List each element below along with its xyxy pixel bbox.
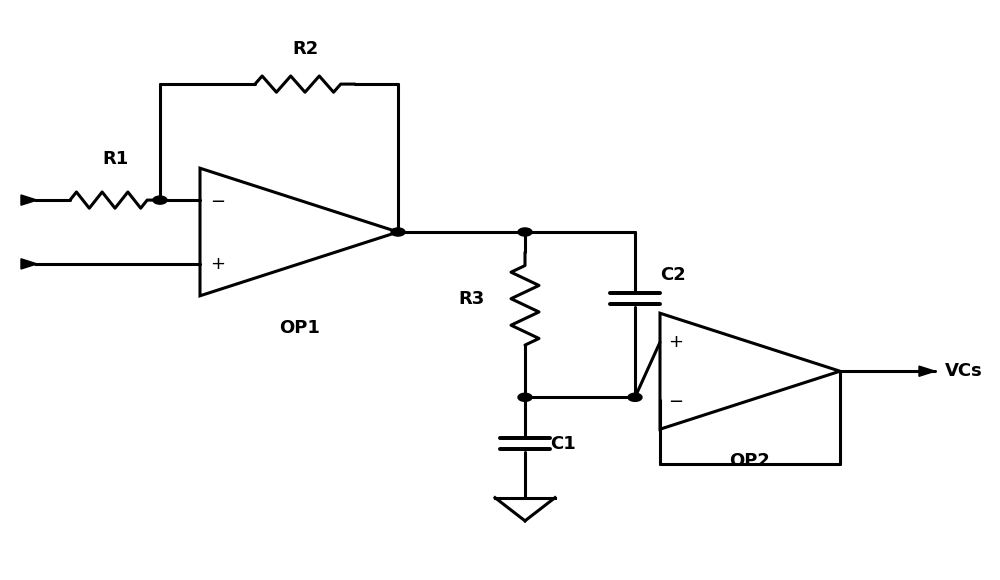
Text: $+$: $+$ [668,333,684,351]
Polygon shape [21,195,37,205]
Polygon shape [919,366,935,376]
Text: OP2: OP2 [730,452,770,470]
Polygon shape [21,259,37,269]
Text: $-$: $-$ [210,191,225,209]
Text: $+$: $+$ [210,255,225,273]
Text: C2: C2 [660,266,686,285]
Text: C1: C1 [550,434,576,453]
Text: R2: R2 [292,40,318,58]
Text: VCs: VCs [945,362,983,380]
Text: OP1: OP1 [280,319,320,337]
Circle shape [628,393,642,401]
Circle shape [153,196,167,204]
Text: R1: R1 [102,150,128,168]
Text: R3: R3 [459,289,485,308]
Circle shape [518,393,532,401]
Text: $-$: $-$ [668,391,684,409]
Circle shape [518,228,532,236]
Circle shape [391,228,405,236]
